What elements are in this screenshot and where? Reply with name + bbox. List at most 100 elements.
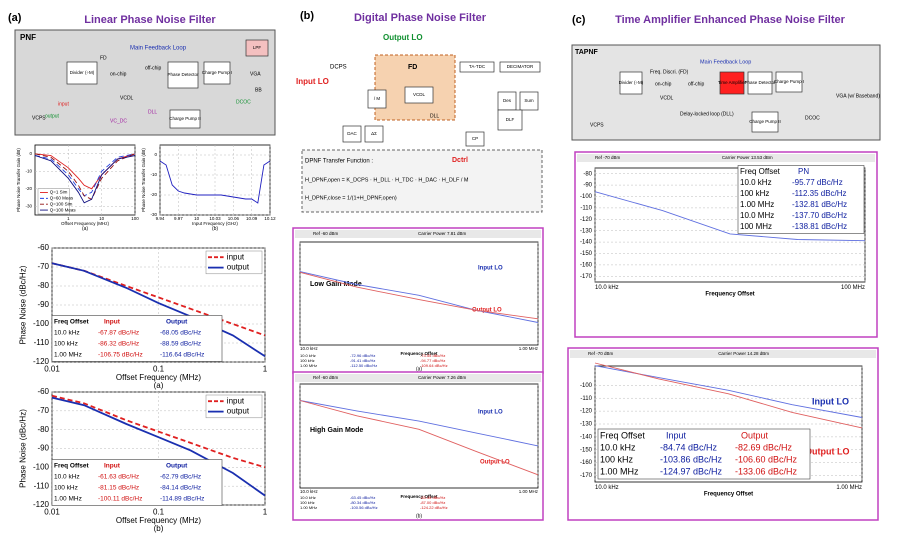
y-tick-label: -90 — [37, 300, 49, 309]
y-tick-label: -100 — [580, 383, 593, 389]
panel-label: (c) — [572, 14, 586, 26]
x-axis-label: Offset Frequency (MHz) — [61, 221, 109, 226]
diagram-label: DLL — [148, 109, 157, 115]
diagram-label: on-chip — [655, 81, 672, 87]
caption: (a) — [154, 381, 164, 390]
y-tick-label: -140 — [580, 240, 593, 246]
diagram-label: Main Feedback Loop — [700, 59, 751, 65]
x-axis-label: Frequency Offset — [400, 351, 438, 356]
x-tick-label: 0.1 — [153, 507, 165, 516]
y-tick-label: -100 — [33, 462, 50, 471]
table-cell: 10.0 kHz — [740, 178, 772, 187]
legend-label: input — [227, 252, 245, 261]
table-header: Freq Offset — [600, 430, 645, 440]
table-cell: -100.56 dBc/Hz — [350, 505, 378, 510]
block — [465, 131, 485, 147]
series-line — [299, 400, 539, 447]
y-tick-label: -130 — [580, 422, 593, 428]
diagram-label: input — [58, 101, 69, 107]
block-label: Sum — [524, 98, 534, 103]
y-tick-label: -60 — [37, 243, 49, 252]
y-tick-label: -20 — [150, 192, 157, 197]
block-label: LPF — [253, 45, 262, 50]
table-cell: -124.97 dBc/Hz — [660, 466, 723, 476]
x-tick-label: 1 — [263, 507, 268, 516]
y-tick-label: -80 — [583, 171, 592, 177]
block — [169, 109, 201, 129]
table-header: Input — [104, 463, 121, 470]
y-tick-label: -140 — [580, 434, 593, 440]
x-axis-label: Input Frequency (GHz) — [192, 221, 238, 226]
diagram-label: Freq. Discri. (FD) — [650, 69, 689, 75]
y-tick-label: -110 — [580, 396, 592, 402]
block — [719, 71, 745, 95]
plot-area — [159, 144, 271, 216]
series-line — [299, 271, 539, 320]
x-tick-label: 10.09 — [246, 216, 258, 221]
y-tick-label: -150 — [580, 447, 593, 453]
table-cell: 100 kHz — [54, 341, 78, 348]
diagram-label: Main Feedback Loop — [130, 46, 187, 52]
block — [519, 91, 539, 111]
caption: (b) — [416, 513, 422, 519]
panel-title: Digital Phase Noise Filter — [354, 12, 487, 24]
y-axis-label: Phase Noise (dBc/Hz) — [18, 409, 27, 488]
series-line — [594, 191, 866, 242]
diagram-label: Dctrl — [452, 157, 468, 164]
y-tick-label: -30 — [150, 212, 157, 217]
y-tick-label: -130 — [580, 228, 593, 234]
diagram-label: PNF — [20, 33, 36, 42]
diagram-label: on-chip — [110, 71, 127, 77]
diagram-label: VCPS — [32, 115, 46, 121]
block-label: Divider (÷M) — [619, 80, 644, 85]
y-tick-label: -90 — [583, 183, 592, 189]
diagram-label: off-chip — [688, 81, 705, 87]
x-axis-label: Frequency Offset — [704, 492, 753, 498]
table-cell: -86.32 dBc/Hz — [98, 341, 139, 348]
mode-label: High Gain Mode — [310, 427, 363, 434]
caption: (b) — [212, 226, 218, 232]
table-cell: -106.60 dBc/Hz — [735, 454, 798, 464]
diagram-label: VC_DC — [110, 118, 127, 124]
y-tick-label: -120 — [580, 217, 593, 223]
block — [619, 71, 643, 95]
screen-header-text: Carrier Power 7.26 dBm — [418, 375, 467, 380]
diagram-label: FD — [100, 55, 107, 61]
table-cell: 100 kHz — [600, 454, 634, 464]
x-tick-label: 10.0 kHz — [595, 485, 619, 491]
series-line — [594, 362, 863, 429]
block — [364, 125, 384, 143]
screen-header-text: Carrier Power 7.81 dBm — [418, 231, 467, 236]
block-label: Phase Detector — [744, 80, 776, 85]
table-cell: -88.59 dBc/Hz — [160, 341, 201, 348]
y-tick-label: -80 — [37, 281, 49, 290]
table-cell: 1.00 MHz — [300, 505, 317, 510]
table-cell: -63.45 dBc/Hz — [420, 495, 445, 500]
block — [167, 61, 199, 89]
diagram-label: TAPNF — [575, 49, 599, 56]
table-header: PN — [798, 167, 809, 176]
table-cell: -62.79 dBc/Hz — [160, 474, 201, 481]
x-tick-label: 10.12 — [264, 216, 276, 221]
table-cell: -94.77 dBc/Hz — [420, 358, 445, 363]
x-tick-label: 10 — [99, 216, 105, 221]
block-label: Charge Pump I — [774, 79, 804, 84]
x-tick-label: 10.03 — [209, 216, 221, 221]
y-tick-label: -80 — [37, 425, 49, 434]
table-header: Output — [166, 319, 188, 326]
table-cell: -109.64 dBc/Hz — [420, 363, 448, 368]
table-box — [51, 459, 223, 506]
x-tick-label: 0.01 — [44, 364, 60, 373]
y-tick-label: -100 — [33, 319, 50, 328]
formula-box — [301, 149, 543, 213]
panel-title: Time Amplifier Enhanced Phase Noise Filt… — [615, 14, 846, 26]
legend-label: output — [227, 263, 250, 272]
table-cell: -84.14 dBc/Hz — [160, 485, 201, 492]
panel-title: Linear Phase Noise Filter — [84, 14, 216, 26]
y-tick-label: 0 — [29, 151, 32, 156]
block — [203, 61, 231, 85]
legend-label: Q=100 Sim — [50, 201, 73, 206]
table-cell: -112.35 dBc/Hz — [792, 189, 847, 198]
table-cell: -133.06 dBc/Hz — [735, 466, 798, 476]
